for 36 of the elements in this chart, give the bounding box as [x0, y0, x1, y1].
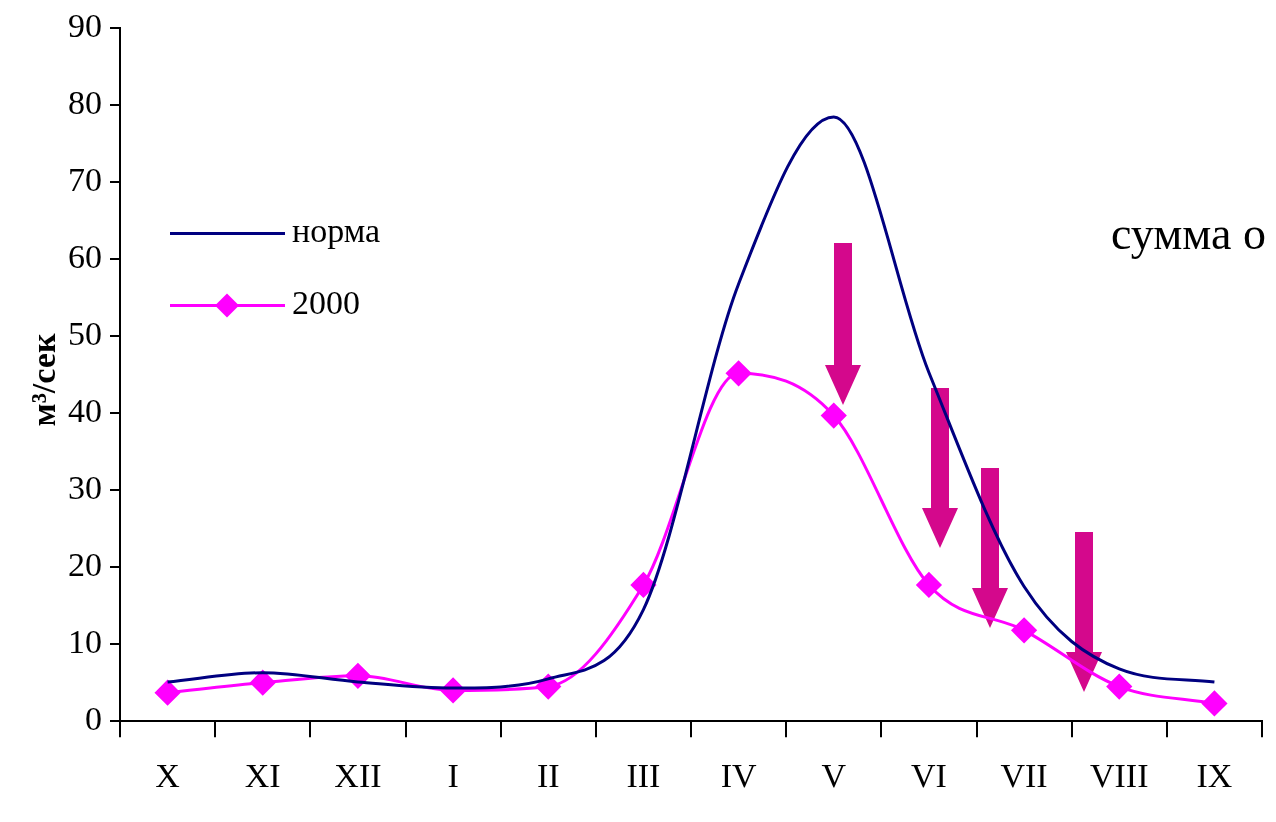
legend-label: 2000	[292, 284, 360, 322]
x-tick-label: XI	[244, 756, 281, 794]
y-tick-label: 60	[68, 238, 102, 276]
x-tick-label: VI	[910, 756, 947, 794]
x-tick-label: I	[447, 756, 459, 794]
point	[535, 674, 561, 700]
point	[916, 572, 942, 598]
y-axis-title: м³/сек	[24, 333, 62, 427]
x-tick-label: XII	[334, 756, 382, 794]
point	[630, 572, 656, 598]
x-tick-label: III	[626, 756, 661, 794]
legend-label: норма	[292, 212, 381, 250]
x-tick-label: VII	[1000, 756, 1048, 794]
point	[1201, 691, 1227, 716]
y-tick-label: 10	[68, 623, 102, 661]
point	[1106, 674, 1132, 700]
y-tick-label: 70	[68, 161, 102, 199]
point	[726, 360, 752, 386]
point	[155, 680, 181, 706]
x-tick-label: IX	[1196, 756, 1233, 794]
y-tick-label: 50	[68, 315, 102, 353]
y-tick-label: 0	[85, 700, 102, 738]
point	[821, 403, 847, 429]
point	[250, 670, 276, 696]
y-tick-label: 20	[68, 546, 102, 584]
y-tick-label: 80	[68, 84, 102, 122]
x-tick-label: V	[821, 756, 847, 794]
x-tick-label: X	[155, 756, 180, 794]
x-tick-label: VIII	[1089, 756, 1149, 794]
x-tick-label: II	[536, 756, 560, 794]
annotation: сумма о	[1110, 208, 1266, 260]
point	[1011, 617, 1037, 643]
y-tick-label: 90	[68, 7, 102, 45]
x-tick-label: IV	[720, 756, 757, 794]
y-tick-label: 40	[68, 392, 102, 430]
y-tick-label: 30	[68, 469, 102, 507]
